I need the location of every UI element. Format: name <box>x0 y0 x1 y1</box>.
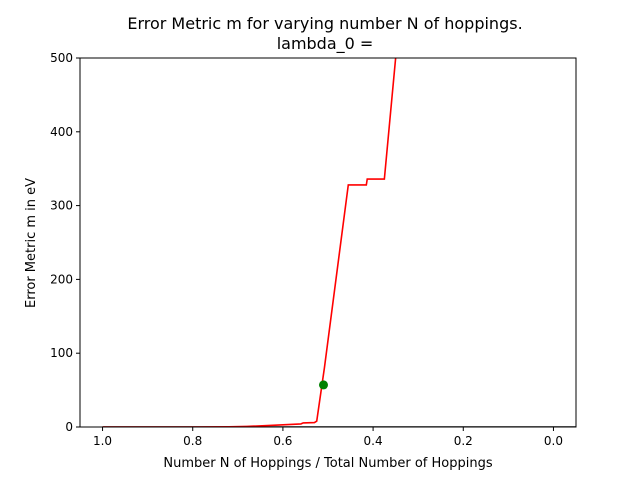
chart-subtitle: lambda_0 = <box>277 34 374 54</box>
plot-markers <box>318 380 328 390</box>
x-tick-label: 0.6 <box>273 434 292 448</box>
y-tick-label: 100 <box>50 346 73 360</box>
y-tick-label: 0 <box>65 420 73 434</box>
plot-frame <box>79 57 577 428</box>
x-axis-label: Number N of Hoppings / Total Number of H… <box>163 456 492 471</box>
series-line-1 <box>102 58 397 427</box>
x-tick-label: 1.0 <box>93 434 112 448</box>
y-tick-label: 400 <box>50 125 73 139</box>
y-axis-label: Error Metric m in eV <box>24 178 39 308</box>
plot-area <box>102 58 576 427</box>
y-tick-label: 500 <box>50 51 73 65</box>
y-tick-label: 200 <box>50 272 73 286</box>
marker-point-1 <box>318 380 328 390</box>
x-tick-label: 0.0 <box>544 434 563 448</box>
x-tick-label: 0.4 <box>364 434 383 448</box>
axes: 1.0 0.8 0.6 0.4 0.2 0.0 0 100 200 300 400 500 <box>50 51 577 448</box>
y-tick-label: 300 <box>50 199 73 213</box>
chart-title: Error Metric m for varying number N of h… <box>127 14 522 33</box>
x-tick-label: 0.8 <box>183 434 202 448</box>
x-tick-label: 0.2 <box>454 434 473 448</box>
